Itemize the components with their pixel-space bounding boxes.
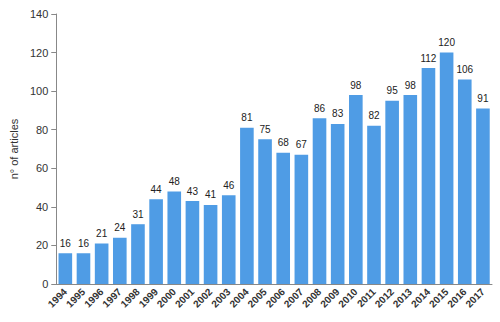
- svg-text:2002: 2002: [191, 286, 215, 310]
- svg-text:48: 48: [169, 176, 181, 187]
- svg-text:120: 120: [438, 37, 455, 48]
- svg-text:2003: 2003: [209, 286, 233, 310]
- svg-text:2008: 2008: [300, 286, 324, 310]
- svg-text:67: 67: [296, 139, 308, 150]
- svg-text:68: 68: [278, 137, 290, 148]
- svg-text:81: 81: [241, 112, 253, 123]
- svg-text:2001: 2001: [173, 286, 197, 310]
- svg-text:1998: 1998: [118, 286, 142, 310]
- svg-text:2004: 2004: [227, 286, 251, 310]
- svg-text:2014: 2014: [409, 286, 433, 310]
- svg-text:16: 16: [60, 238, 72, 249]
- svg-text:86: 86: [314, 103, 326, 114]
- svg-text:n° of articles: n° of articles: [8, 118, 20, 179]
- svg-text:2006: 2006: [264, 286, 288, 310]
- svg-text:100: 100: [30, 85, 48, 97]
- svg-text:44: 44: [151, 184, 163, 195]
- svg-text:1999: 1999: [137, 286, 161, 310]
- svg-text:2005: 2005: [245, 286, 269, 310]
- svg-text:2013: 2013: [391, 286, 415, 310]
- svg-text:120: 120: [30, 47, 48, 59]
- svg-text:2011: 2011: [355, 286, 378, 309]
- svg-text:2012: 2012: [373, 286, 397, 310]
- svg-text:0: 0: [42, 278, 48, 290]
- svg-text:140: 140: [30, 8, 48, 20]
- svg-text:2010: 2010: [336, 286, 360, 310]
- svg-text:1995: 1995: [64, 286, 88, 310]
- svg-text:80: 80: [36, 124, 48, 136]
- svg-text:83: 83: [332, 108, 344, 119]
- svg-text:112: 112: [420, 53, 436, 64]
- svg-text:2017: 2017: [463, 286, 487, 310]
- svg-text:41: 41: [205, 189, 217, 200]
- svg-text:31: 31: [132, 209, 144, 220]
- svg-text:60: 60: [36, 162, 48, 174]
- svg-text:1996: 1996: [82, 286, 106, 310]
- svg-text:1997: 1997: [100, 286, 124, 310]
- svg-text:2009: 2009: [318, 286, 342, 310]
- svg-text:2000: 2000: [155, 286, 179, 310]
- svg-text:2015: 2015: [427, 286, 451, 310]
- svg-text:1994: 1994: [46, 286, 70, 310]
- svg-text:106: 106: [456, 64, 473, 75]
- svg-text:20: 20: [36, 239, 48, 251]
- svg-text:40: 40: [36, 201, 48, 213]
- svg-text:98: 98: [405, 80, 417, 91]
- svg-text:2016: 2016: [445, 286, 469, 310]
- svg-text:82: 82: [368, 110, 380, 121]
- svg-text:98: 98: [350, 80, 362, 91]
- svg-text:95: 95: [387, 85, 399, 96]
- svg-text:75: 75: [259, 124, 271, 135]
- svg-text:2007: 2007: [282, 286, 306, 310]
- svg-text:24: 24: [114, 222, 126, 233]
- svg-text:43: 43: [187, 186, 199, 197]
- svg-text:46: 46: [223, 180, 235, 191]
- svg-text:16: 16: [78, 238, 90, 249]
- svg-text:21: 21: [96, 228, 108, 239]
- svg-text:91: 91: [477, 93, 489, 104]
